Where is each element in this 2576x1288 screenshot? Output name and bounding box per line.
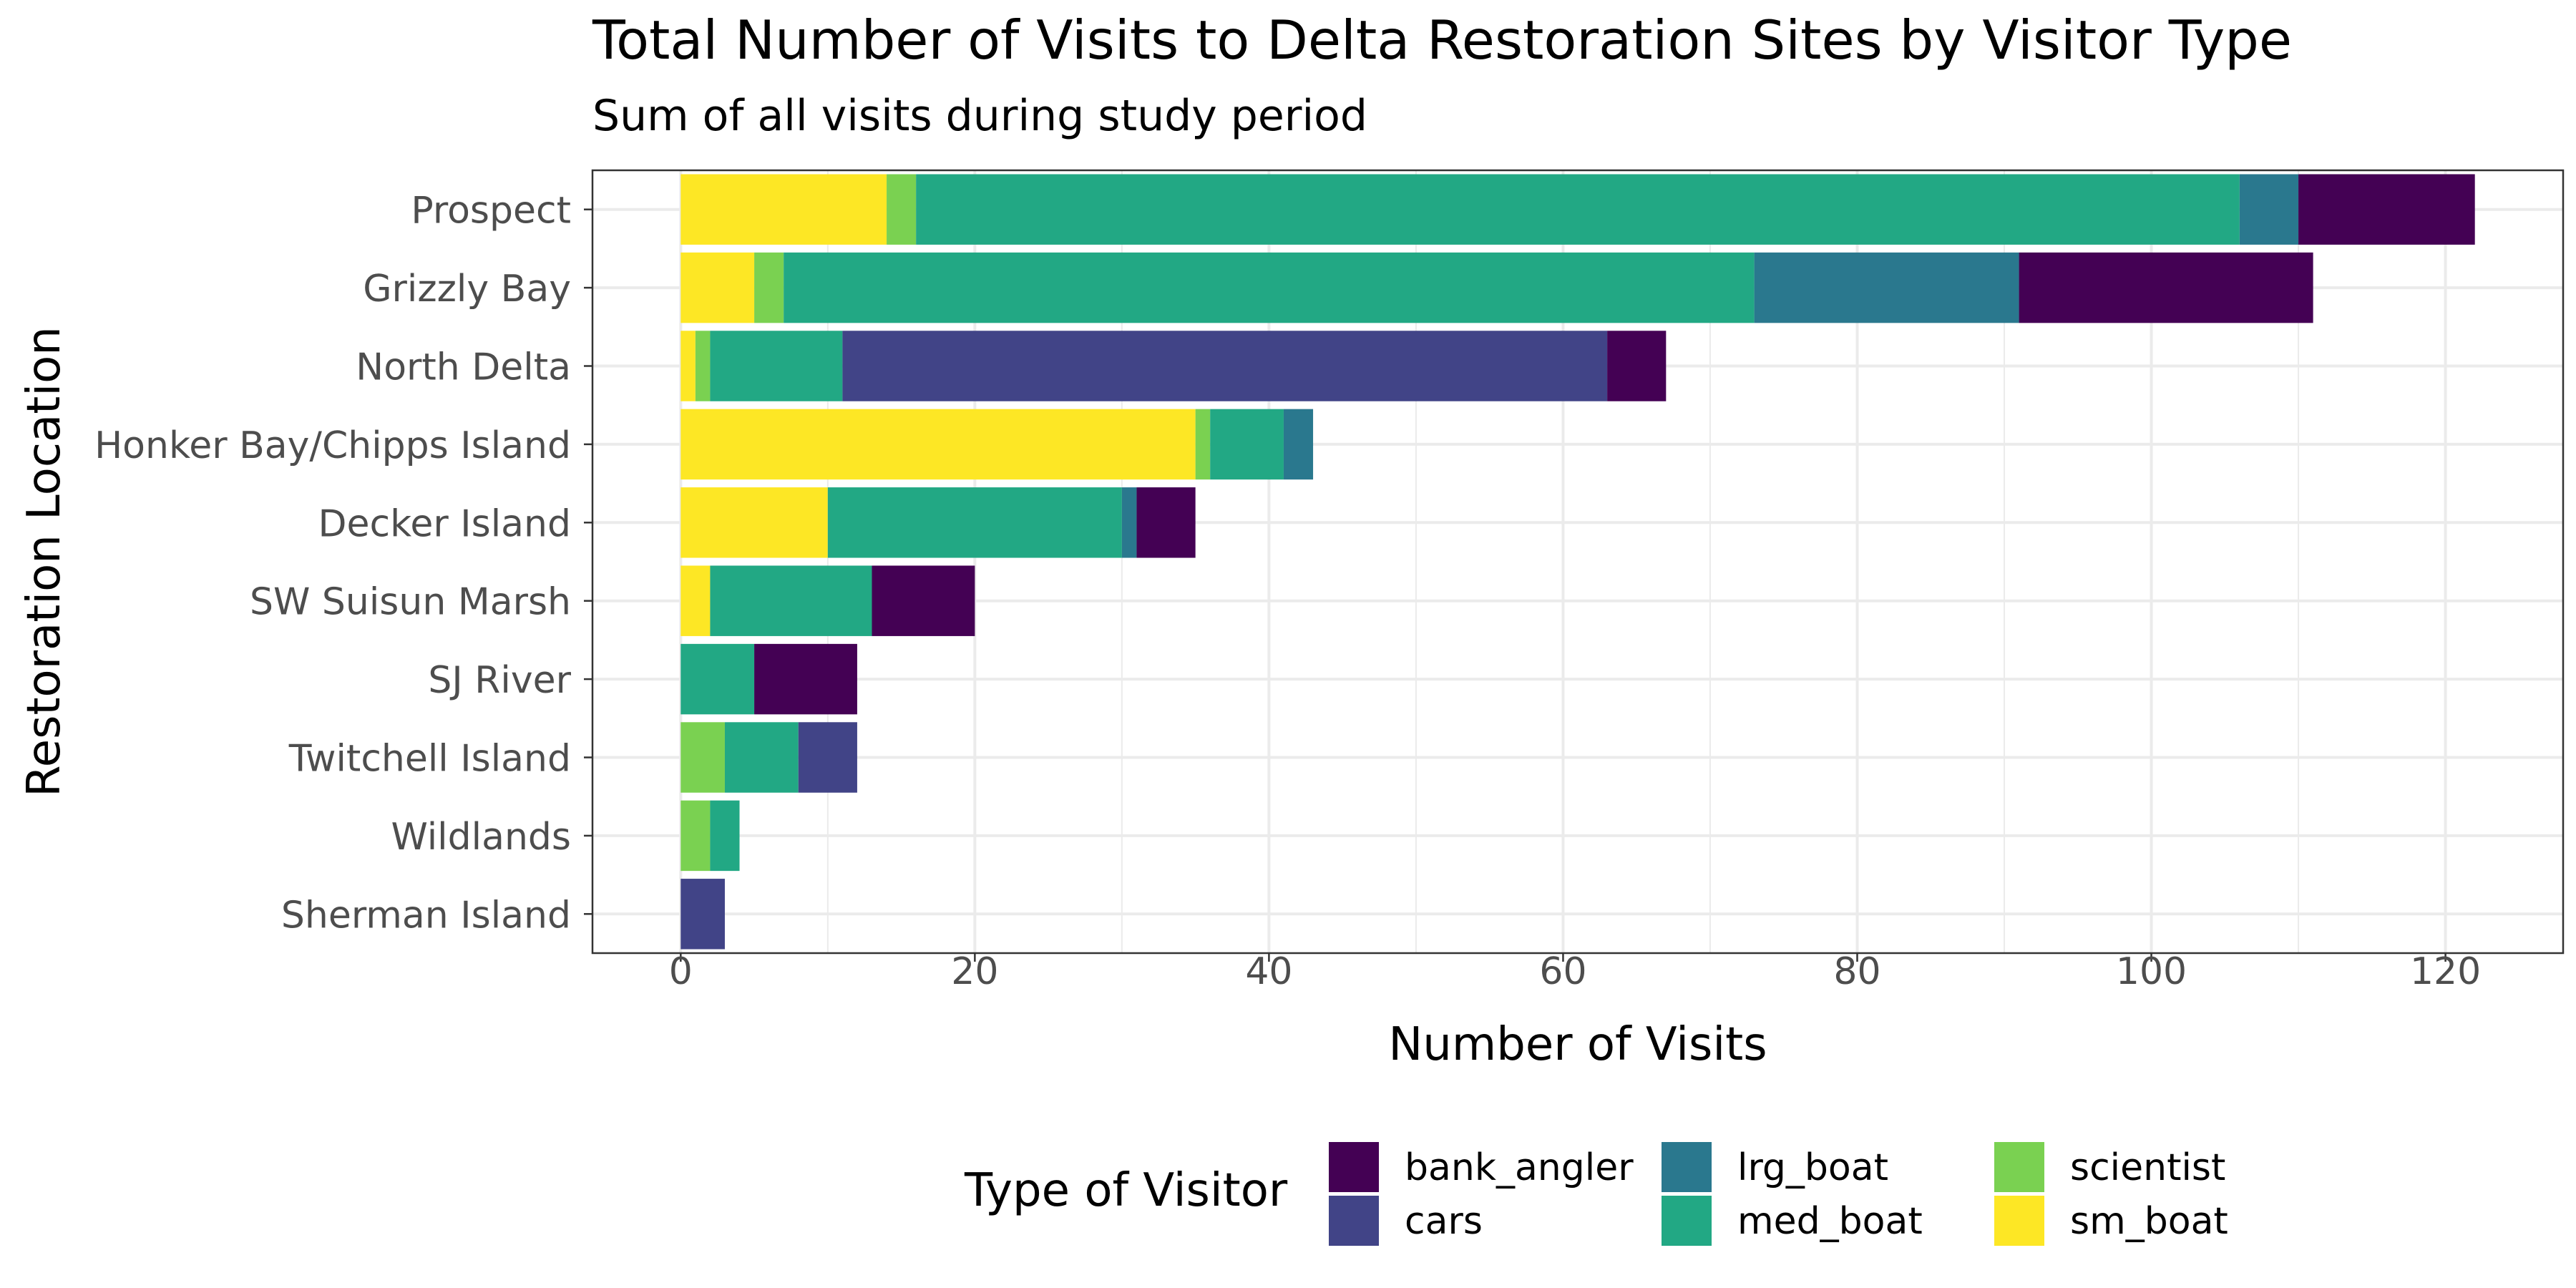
bar-prospect-lrg-boat	[2239, 174, 2299, 245]
bar-grizzly-bay-med-boat	[784, 252, 1755, 323]
legend-label-cars: cars	[1405, 1200, 1483, 1243]
bar-sj-river-med-boat	[680, 643, 755, 715]
legend-swatch-bank-angler	[1329, 1142, 1379, 1192]
legend-label-scientist: scientist	[2070, 1146, 2225, 1189]
bar-decker-island-sm-boat	[680, 487, 828, 558]
bar-decker-island-med-boat	[827, 487, 1122, 558]
chart-subtitle: Sum of all visits during study period	[592, 91, 1367, 141]
x-axis-label: Number of Visits	[1388, 1018, 1767, 1071]
legend-item-med-boat: med_boat	[1662, 1196, 1923, 1246]
chart-title: Total Number of Visits to Delta Restorat…	[592, 9, 2292, 72]
legend-label-sm-boat: sm_boat	[2070, 1200, 2228, 1243]
bar-sj-river-bank-angler	[754, 643, 857, 715]
bar-twitchell-island-scientist	[680, 722, 725, 793]
bar-prospect-sm-boat	[680, 174, 887, 245]
bar-prospect-bank-angler	[2298, 174, 2475, 245]
bar-grizzly-bay-scientist	[754, 252, 784, 323]
bar-decker-island-lrg-boat	[1121, 487, 1137, 558]
legend-item-lrg-boat: lrg_boat	[1662, 1142, 1888, 1192]
bar-honker-bay-chipps-island-sm-boat	[680, 409, 1196, 480]
bar-wildlands-med-boat	[710, 800, 740, 872]
bar-prospect-scientist	[887, 174, 917, 245]
x-axis: 0 20 40 60 80 100 120	[669, 950, 2481, 993]
legend-title: Type of Visitor	[964, 1164, 1288, 1217]
bar-twitchell-island-med-boat	[724, 722, 799, 793]
x-tick-label-100: 100	[2116, 950, 2187, 993]
y-tick-label-north-delta: North Delta	[356, 346, 571, 389]
bar-decker-island-bank-angler	[1136, 487, 1196, 558]
bar-north-delta-bank-angler	[1607, 331, 1667, 401]
y-tick-label-honker-bay-chipps-island: Honker Bay/Chipps Island	[94, 424, 571, 467]
plot-area	[591, 169, 2565, 955]
legend-swatch-cars	[1329, 1196, 1379, 1246]
y-tick-label-twitchell-island: Twitchell Island	[288, 738, 571, 781]
y-axis: Sherman Island Wildlands Twitchell Island S…	[94, 190, 592, 937]
y-tick-label-prospect: Prospect	[411, 190, 571, 233]
y-tick-label-wildlands: Wildlands	[391, 816, 571, 859]
bar-grizzly-bay-bank-angler	[2019, 252, 2313, 323]
bar-sw-suisun-marsh-sm-boat	[680, 565, 711, 636]
bar-prospect-med-boat	[916, 174, 2240, 245]
y-tick-label-sw-suisun-marsh: SW Suisun Marsh	[250, 581, 571, 624]
x-tick-label-120: 120	[2410, 950, 2481, 993]
y-tick-label-grizzly-bay: Grizzly Bay	[363, 268, 571, 311]
bar-honker-bay-chipps-island-scientist	[1195, 409, 1211, 480]
y-tick-label-sherman-island: Sherman Island	[281, 894, 571, 937]
legend-label-lrg-boat: lrg_boat	[1737, 1146, 1888, 1189]
bar-honker-bay-chipps-island-lrg-boat	[1283, 409, 1314, 480]
x-tick-label-20: 20	[951, 950, 998, 993]
y-tick-label-decker-island: Decker Island	[318, 502, 572, 545]
plot-border	[591, 169, 2565, 955]
y-axis-label: Restoration Location	[18, 326, 71, 797]
legend-item-scientist: scientist	[1994, 1142, 2225, 1192]
legend-item-bank-angler: bank_angler	[1329, 1142, 1634, 1192]
x-tick-label-0: 0	[669, 950, 693, 993]
legend-item-sm-boat: sm_boat	[1994, 1196, 2228, 1246]
bar-sherman-island-cars	[680, 879, 725, 950]
bars	[680, 174, 2475, 950]
bar-north-delta-med-boat	[710, 331, 843, 401]
legend-label-bank-angler: bank_angler	[1405, 1146, 1634, 1189]
y-tick-label-sj-river: SJ River	[428, 659, 571, 702]
legend-label-med-boat: med_boat	[1737, 1200, 1923, 1243]
legend-item-cars: cars	[1329, 1196, 1483, 1246]
bar-sw-suisun-marsh-bank-angler	[872, 565, 975, 636]
bar-north-delta-scientist	[695, 331, 711, 401]
legend-swatch-med-boat	[1662, 1196, 1712, 1246]
bar-grizzly-bay-sm-boat	[680, 252, 755, 323]
bar-wildlands-scientist	[680, 800, 711, 872]
bar-twitchell-island-cars	[798, 722, 857, 793]
bar-north-delta-cars	[842, 331, 1608, 401]
bar-sw-suisun-marsh-med-boat	[710, 565, 872, 636]
bar-honker-bay-chipps-island-med-boat	[1210, 409, 1284, 480]
legend-swatch-sm-boat	[1994, 1196, 2044, 1246]
x-tick-label-80: 80	[1833, 950, 1880, 993]
bar-north-delta-sm-boat	[680, 331, 696, 401]
legend-swatch-lrg-boat	[1662, 1142, 1712, 1192]
legend-swatch-scientist	[1994, 1142, 2044, 1192]
x-tick-label-40: 40	[1245, 950, 1292, 993]
x-tick-label-60: 60	[1539, 950, 1586, 993]
bar-grizzly-bay-lrg-boat	[1754, 252, 2019, 323]
